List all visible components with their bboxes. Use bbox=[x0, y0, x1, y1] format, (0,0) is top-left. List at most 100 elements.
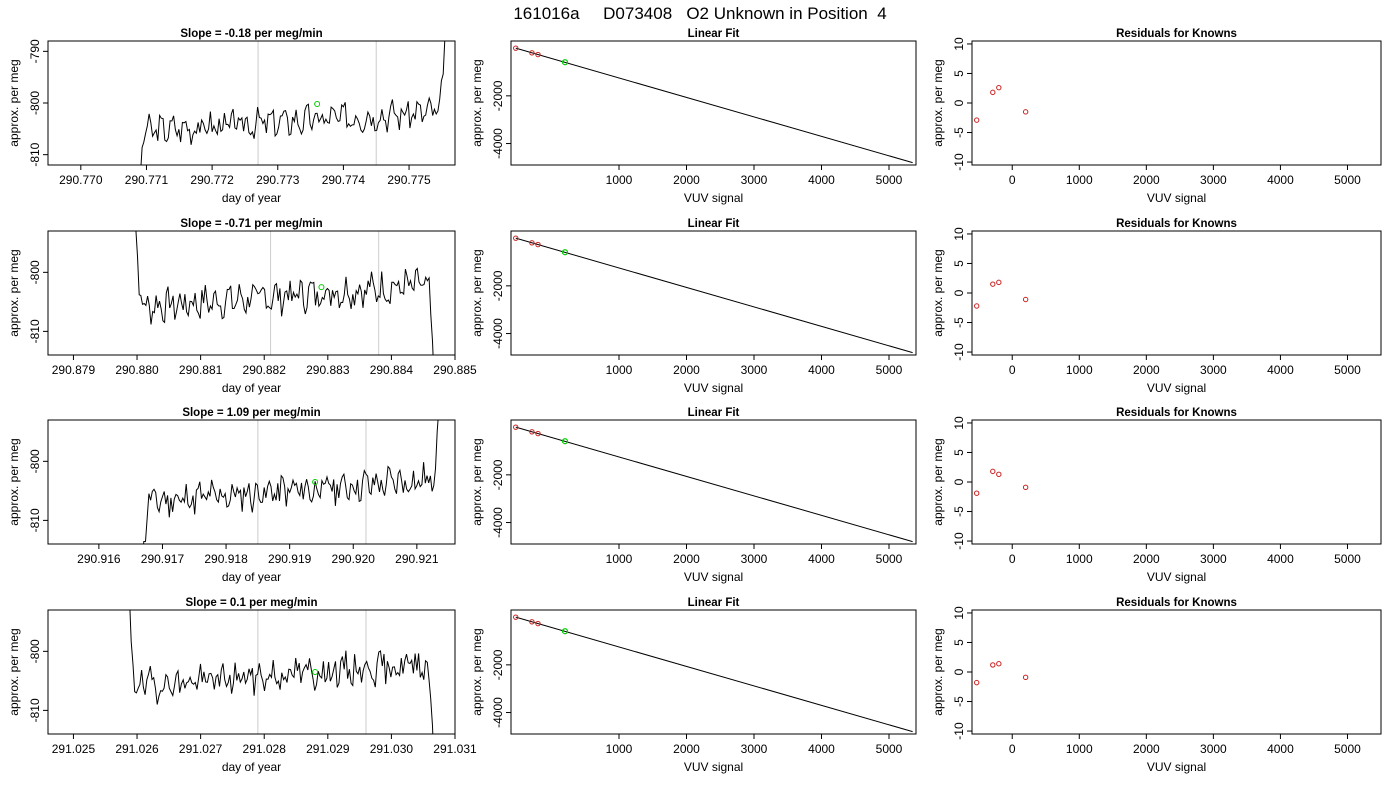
plot-frame bbox=[47, 419, 456, 545]
unknown-marker bbox=[318, 284, 325, 291]
y-tick-label: -810 bbox=[28, 508, 42, 532]
y-axis-label: approx. per meg bbox=[7, 438, 21, 525]
x-tick-label: 1000 bbox=[1066, 173, 1093, 187]
x-tick-label: 290.917 bbox=[141, 552, 185, 566]
residual-point bbox=[1022, 109, 1029, 115]
panel-timeseries-row-2: Slope = -0.71 per meg/min 290.879 290.880 2… bbox=[7, 218, 477, 395]
x-tick-label: 291.030 bbox=[370, 742, 414, 756]
x-tick-label: 4000 bbox=[1267, 742, 1294, 756]
x-tick-label: 1000 bbox=[1066, 552, 1093, 566]
x-tick-label: 2000 bbox=[1133, 363, 1160, 377]
y-axis-label: approx. per meg bbox=[931, 249, 945, 336]
x-tick-label: 5000 bbox=[876, 552, 903, 566]
x-tick-label: 5000 bbox=[1334, 363, 1361, 377]
unknown-marker bbox=[312, 479, 319, 485]
y-tick-label: -2000 bbox=[491, 80, 505, 111]
residual-point bbox=[990, 662, 996, 668]
x-axis-label: day of year bbox=[222, 191, 281, 205]
x-tick-label: 3000 bbox=[741, 552, 768, 566]
y-axis-label: approx. per meg bbox=[470, 438, 484, 525]
x-tick-label: 5000 bbox=[876, 173, 903, 187]
known-point bbox=[513, 45, 519, 51]
y-axis-label: approx. per meg bbox=[7, 628, 21, 715]
y-axis-label: approx. per meg bbox=[931, 59, 945, 146]
plot-area bbox=[513, 235, 913, 354]
panel-timeseries-row-3: Slope = 1.09 per meg/min 290.916 290.917 29… bbox=[7, 407, 456, 584]
y-tick-label: -790 bbox=[28, 39, 42, 63]
x-axis-label: VUV signal bbox=[684, 381, 743, 395]
plot-area bbox=[129, 610, 434, 734]
panel-title: Slope = -0.18 per meg/min bbox=[180, 28, 322, 40]
x-tick-label: 4000 bbox=[808, 742, 835, 756]
x-axis-label: VUV signal bbox=[1147, 570, 1206, 584]
unknown-point bbox=[561, 628, 569, 635]
x-axis-label: VUV signal bbox=[684, 760, 743, 774]
y-tick-label: -10 bbox=[952, 153, 966, 171]
y-axis-label: approx. per meg bbox=[931, 628, 945, 715]
known-point bbox=[513, 235, 519, 241]
unknown-point bbox=[561, 438, 569, 445]
x-tick-label: 290.772 bbox=[190, 173, 234, 187]
panel-title: Residuals for Knowns bbox=[1116, 28, 1237, 40]
x-tick-label: 2000 bbox=[673, 552, 700, 566]
y-tick-label: -4000 bbox=[491, 697, 505, 728]
y-tick-label: -810 bbox=[28, 698, 42, 722]
plot-area bbox=[513, 614, 913, 733]
x-axis-label: VUV signal bbox=[1147, 760, 1206, 774]
known-point bbox=[529, 429, 535, 435]
signal-line bbox=[143, 420, 439, 544]
plot-frame bbox=[971, 40, 1382, 166]
panel-title: Residuals for Knowns bbox=[1116, 597, 1237, 609]
x-tick-label: 290.879 bbox=[52, 363, 96, 377]
x-tick-label: 290.771 bbox=[125, 173, 169, 187]
panel-fit-row-4: Linear Fit 1000 2000 3000 4000 5000 -2000 -4000… bbox=[470, 597, 917, 774]
x-tick-label: 290.882 bbox=[243, 363, 287, 377]
residual-point bbox=[996, 661, 1002, 667]
plot-frame bbox=[971, 419, 1382, 545]
y-tick-label: -800 bbox=[28, 449, 42, 473]
y-axis-label: approx. per meg bbox=[470, 59, 484, 146]
fit-line bbox=[515, 47, 913, 164]
known-point bbox=[513, 614, 519, 620]
y-tick-label: 0 bbox=[952, 289, 966, 296]
residual-point bbox=[996, 84, 1002, 91]
y-tick-label: -4000 bbox=[491, 318, 505, 349]
signal-line bbox=[140, 41, 446, 165]
x-tick-label: 290.775 bbox=[387, 173, 431, 187]
y-tick-label: -10 bbox=[952, 343, 966, 361]
y-tick-label: 0 bbox=[952, 668, 966, 675]
y-tick-label: -810 bbox=[28, 142, 42, 166]
x-tick-label: 290.880 bbox=[115, 363, 159, 377]
x-tick-label: 290.884 bbox=[370, 363, 414, 377]
x-tick-label: 2000 bbox=[673, 363, 700, 377]
x-tick-label: 2000 bbox=[1133, 742, 1160, 756]
x-tick-label: 290.885 bbox=[433, 363, 477, 377]
y-axis-label: approx. per meg bbox=[470, 249, 484, 336]
residual-point bbox=[1022, 484, 1029, 491]
x-axis-label: day of year bbox=[222, 381, 281, 395]
y-tick-label: 5 bbox=[952, 449, 966, 456]
x-tick-label: 4000 bbox=[808, 552, 835, 566]
x-tick-label: 0 bbox=[1009, 363, 1016, 377]
known-point bbox=[513, 424, 519, 430]
plot-area bbox=[973, 661, 1029, 686]
plot-frame bbox=[47, 40, 456, 166]
y-tick-label: -800 bbox=[28, 91, 42, 115]
y-tick-label: -4000 bbox=[491, 128, 505, 159]
x-tick-label: 291.028 bbox=[243, 742, 287, 756]
figure-title: 161016a D073408 O2 Unknown in Position 4 bbox=[513, 4, 886, 23]
y-tick-label: -10 bbox=[952, 722, 966, 740]
x-tick-label: 0 bbox=[1009, 173, 1016, 187]
residual-point bbox=[973, 490, 980, 496]
unknown-marker bbox=[314, 101, 321, 108]
y-tick-label: 10 bbox=[952, 37, 966, 51]
fit-line bbox=[515, 616, 913, 733]
x-tick-label: 3000 bbox=[741, 173, 768, 187]
fit-line bbox=[515, 237, 913, 354]
x-tick-label: 3000 bbox=[741, 742, 768, 756]
x-axis-label: day of year bbox=[222, 570, 281, 584]
residual-point bbox=[990, 468, 996, 475]
residual-point bbox=[973, 117, 980, 123]
known-point bbox=[535, 620, 541, 627]
